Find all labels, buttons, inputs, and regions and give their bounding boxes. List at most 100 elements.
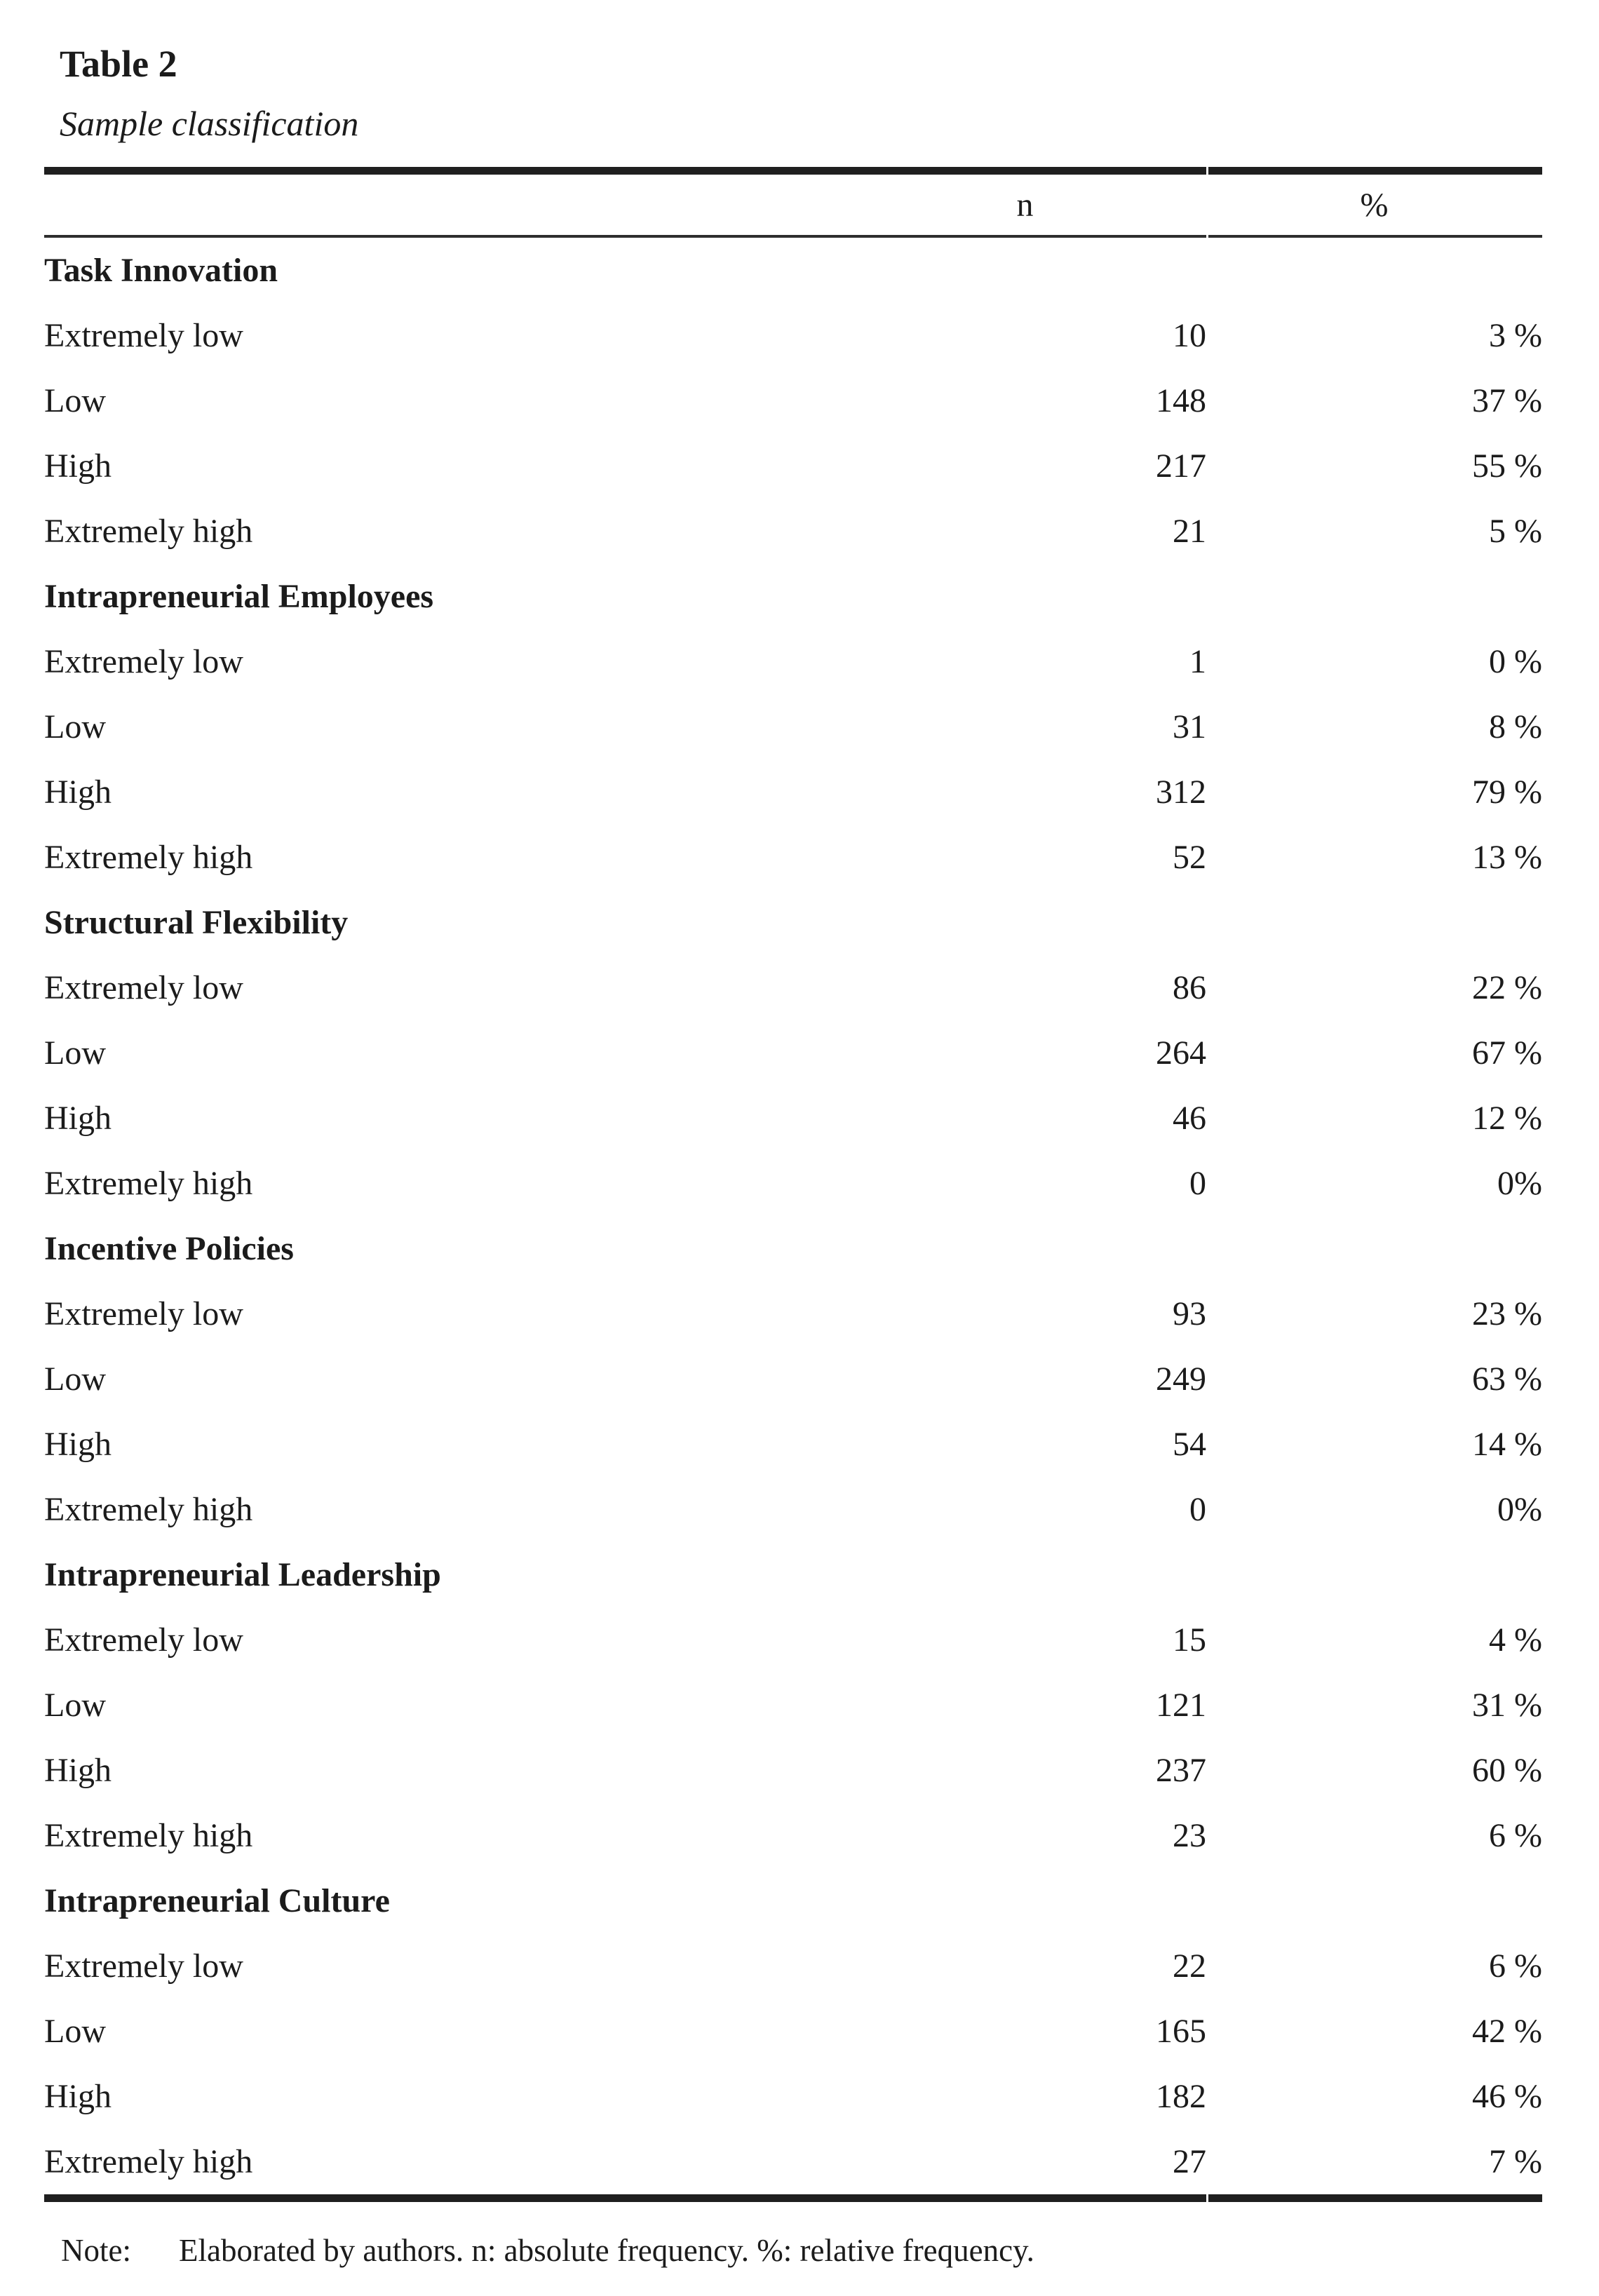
- row-label: High: [44, 1426, 112, 1464]
- row-percent-value: 0 %: [1489, 643, 1543, 681]
- row-label: Extremely low: [44, 1621, 243, 1659]
- section-name: Task Innovation: [44, 252, 278, 290]
- data-row: Extremely high 27 7 %: [44, 2129, 1542, 2194]
- table-note: Note: Elaborated by authors. n: absolute…: [44, 2231, 1542, 2269]
- data-row: Extremely low 10 3 %: [44, 303, 1542, 368]
- row-label: Low: [44, 1034, 106, 1072]
- data-row: High 237 60 %: [44, 1738, 1542, 1803]
- row-label: Low: [44, 1687, 106, 1724]
- row-label: Extremely low: [44, 643, 243, 681]
- row-label: Extremely high: [44, 2143, 253, 2181]
- row-percent-value: 23 %: [1472, 1295, 1543, 1333]
- row-label: Extremely high: [44, 1165, 253, 1203]
- row-label: Extremely low: [44, 1947, 243, 1985]
- section-name: Intrapreneurial Employees: [44, 578, 434, 616]
- row-label: High: [44, 774, 112, 811]
- row-percent-value: 5 %: [1489, 513, 1543, 551]
- data-row: Extremely low 15 4 %: [44, 1607, 1542, 1673]
- top-rule: [44, 167, 1542, 175]
- row-n-value: 10: [1173, 317, 1206, 355]
- data-row: Extremely high 0 0%: [44, 1151, 1542, 1216]
- data-row: Extremely low 93 23 %: [44, 1281, 1542, 1346]
- header-underline-segment-left: [44, 235, 1206, 238]
- note-label: Note:: [61, 2233, 131, 2269]
- data-row: High 46 12 %: [44, 1086, 1542, 1151]
- row-label: Extremely high: [44, 513, 253, 551]
- row-percent-value: 55 %: [1472, 447, 1543, 485]
- data-row: Low 264 67 %: [44, 1020, 1542, 1086]
- section-row: Intrapreneurial Culture: [44, 1868, 1542, 1933]
- row-n-value: 0: [1189, 1491, 1206, 1529]
- table-caption-title: Sample classification: [60, 104, 359, 144]
- table-header-row: n %: [44, 175, 1542, 235]
- data-row: Low 121 31 %: [44, 1673, 1542, 1738]
- row-label: Low: [44, 1360, 106, 1398]
- row-label: Extremely high: [44, 1491, 253, 1529]
- row-label: High: [44, 1100, 112, 1137]
- row-percent-value: 42 %: [1472, 2013, 1543, 2051]
- row-percent-value: 0%: [1497, 1165, 1543, 1203]
- row-n-value: 148: [1156, 382, 1206, 420]
- section-row: Intrapreneurial Leadership: [44, 1542, 1542, 1607]
- row-percent-value: 60 %: [1472, 1752, 1543, 1790]
- row-label: Low: [44, 2013, 106, 2051]
- data-row: Extremely high 21 5 %: [44, 499, 1542, 564]
- data-row: Extremely high 0 0%: [44, 1477, 1542, 1542]
- row-label: Extremely high: [44, 839, 253, 877]
- row-n-value: 1: [1189, 643, 1206, 681]
- row-n-value: 249: [1156, 1360, 1206, 1398]
- row-percent-value: 67 %: [1472, 1034, 1543, 1072]
- row-n-value: 217: [1156, 447, 1206, 485]
- bottom-rule-segment-left: [44, 2194, 1206, 2203]
- row-percent-value: 12 %: [1472, 1100, 1543, 1137]
- row-percent-value: 22 %: [1472, 969, 1543, 1007]
- row-n-value: 21: [1173, 513, 1206, 551]
- row-n-value: 264: [1156, 1034, 1206, 1072]
- section-row: Structural Flexibility: [44, 890, 1542, 955]
- row-label: Low: [44, 708, 106, 746]
- row-percent-value: 4 %: [1489, 1621, 1543, 1659]
- header-underline-segment-right: [1208, 235, 1542, 238]
- row-label: Extremely low: [44, 317, 243, 355]
- bottom-rule: [44, 2194, 1542, 2203]
- header-underline-rule: [44, 235, 1542, 238]
- row-n-value: 312: [1156, 774, 1206, 811]
- classification-table: Task Innovation Extremely low 10 3 % Low 148 3…: [44, 238, 1542, 2194]
- row-percent-value: 14 %: [1472, 1426, 1543, 1464]
- column-header-percent: %: [1360, 186, 1389, 224]
- row-n-value: 182: [1156, 2078, 1206, 2116]
- row-n-value: 54: [1173, 1426, 1206, 1464]
- row-percent-value: 31 %: [1472, 1687, 1543, 1724]
- row-label: Extremely low: [44, 969, 243, 1007]
- section-name: Intrapreneurial Leadership: [44, 1556, 441, 1594]
- data-row: High 54 14 %: [44, 1412, 1542, 1477]
- data-row: High 182 46 %: [44, 2064, 1542, 2129]
- row-n-value: 46: [1173, 1100, 1206, 1137]
- row-percent-value: 37 %: [1472, 382, 1543, 420]
- table-caption-number: Table 2: [60, 43, 177, 85]
- section-row: Incentive Policies: [44, 1216, 1542, 1281]
- row-percent-value: 6 %: [1489, 1947, 1543, 1985]
- table-body: Task Innovation Extremely low 10 3 % Low 148 3…: [44, 238, 1542, 2194]
- row-label: High: [44, 2078, 112, 2116]
- row-percent-value: 3 %: [1489, 317, 1543, 355]
- row-percent-value: 46 %: [1472, 2078, 1543, 2116]
- data-row: Extremely low 86 22 %: [44, 955, 1542, 1020]
- data-row: Low 31 8 %: [44, 694, 1542, 759]
- row-percent-value: 6 %: [1489, 1817, 1543, 1855]
- row-percent-value: 7 %: [1489, 2143, 1543, 2181]
- row-n-value: 23: [1173, 1817, 1206, 1855]
- data-row: Low 148 37 %: [44, 368, 1542, 433]
- data-row: High 217 55 %: [44, 433, 1542, 499]
- row-label: High: [44, 1752, 112, 1790]
- section-name: Incentive Policies: [44, 1230, 294, 1268]
- column-header-n: n: [1016, 186, 1034, 224]
- section-name: Intrapreneurial Culture: [44, 1882, 390, 1920]
- row-n-value: 22: [1173, 1947, 1206, 1985]
- row-n-value: 27: [1173, 2143, 1206, 2181]
- row-n-value: 237: [1156, 1752, 1206, 1790]
- row-percent-value: 13 %: [1472, 839, 1543, 877]
- data-row: High 312 79 %: [44, 759, 1542, 825]
- row-n-value: 52: [1173, 839, 1206, 877]
